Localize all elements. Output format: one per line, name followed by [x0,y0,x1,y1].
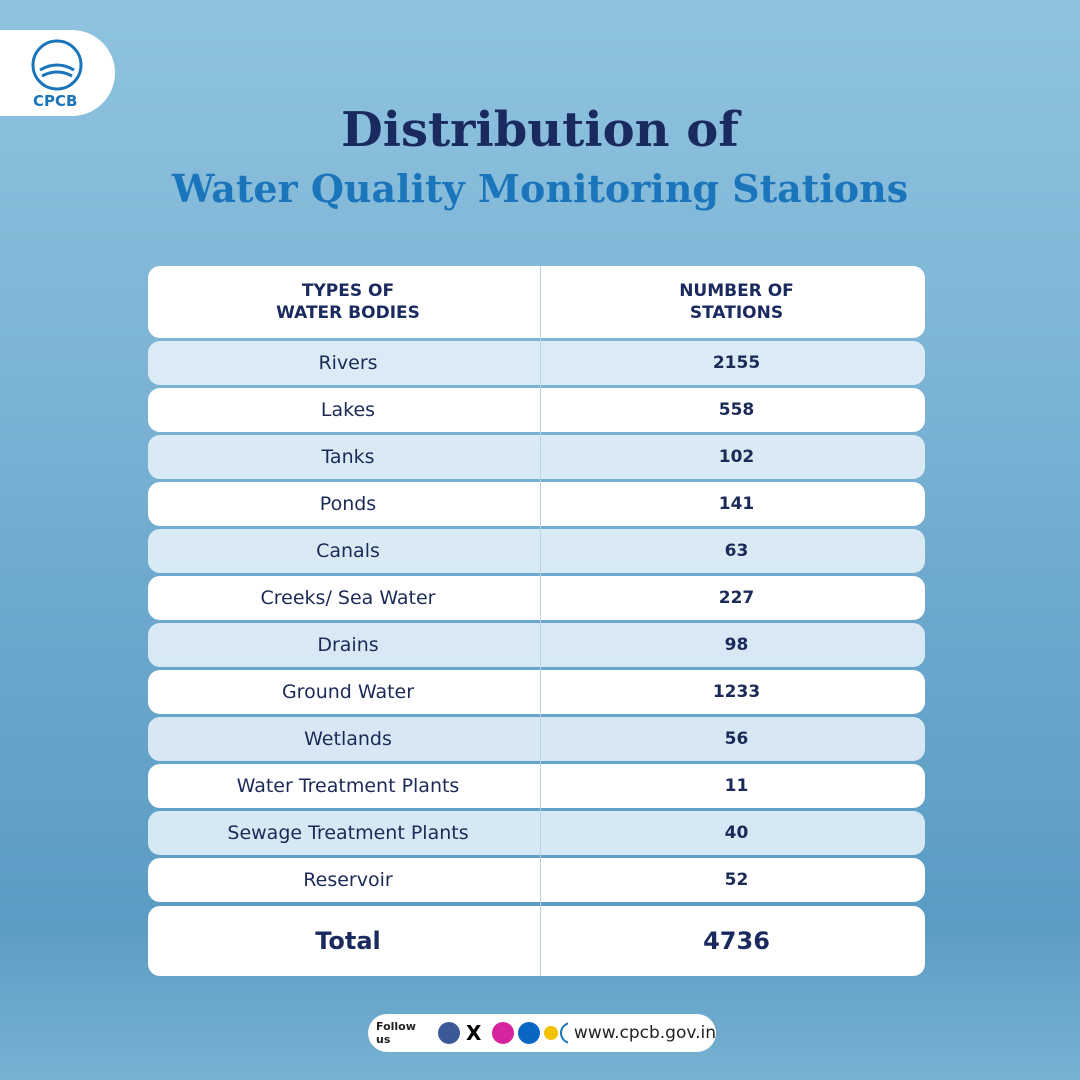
column-divider [540,266,541,976]
svg-text:X: X [466,1021,482,1045]
cell: 56 [724,729,749,749]
table-row: Water Treatment Plants 11 [148,764,925,808]
cell: Sewage Treatment Plants [227,822,469,844]
cell: 52 [724,870,749,890]
cell: 1233 [712,682,761,702]
table-row: Creeks/ Sea Water 227 [148,576,925,620]
cell: TYPES OF WATER BODIES [276,281,420,323]
table-row: Drains 98 [148,623,925,667]
subtitle: Water Quality Monitoring Stations [171,166,909,211]
website: www.cpcb.gov.in [573,1023,716,1043]
cell: Lakes [320,399,376,421]
cell: Rivers [318,352,378,374]
table-row: Reservoir 52 [148,858,925,902]
cell: Tanks [321,446,375,468]
table-row: Lakes 558 [148,388,925,432]
cell: 4736 [703,927,770,955]
total-row: Total 4736 [148,906,925,976]
cell: Reservoir [303,869,393,891]
cell: Creeks/ Sea Water [260,587,436,609]
follow-text: Follow us [376,1020,416,1046]
cell: 2155 [712,353,761,373]
cell: 558 [718,400,755,420]
table-row: Wetlands 56 [148,717,925,761]
logo: CPCB [0,30,115,116]
footer: Follow us X www.cpcb.gov.in [368,1014,716,1052]
cell: Ponds [319,493,377,515]
cell: Canals [316,540,380,562]
cell: Water Treatment Plants [236,775,460,797]
table-row: Ground Water 1233 [148,670,925,714]
cell: 102 [718,447,755,467]
table-row: Sewage Treatment Plants 40 [148,811,925,855]
cell: NUMBER OF STATIONS [679,281,794,323]
cell: 227 [718,588,755,608]
logo-text: CPCB [33,92,78,110]
cell: Total [315,927,381,955]
cell: 141 [718,494,755,514]
table-row: Canals 63 [148,529,925,573]
table-row: Ponds 141 [148,482,925,526]
cell: Wetlands [304,728,392,750]
cell: 63 [724,541,749,561]
table-row: Rivers 2155 [148,341,925,385]
table-row: Tanks 102 [148,435,925,479]
cell: 98 [724,635,749,655]
title: Distribution of [341,102,739,158]
header-row: TYPES OF WATER BODIES NUMBER OF STATIONS [148,266,925,338]
cell: Ground Water [281,681,415,703]
cell: 40 [724,823,749,843]
cell: 11 [724,776,749,796]
social-icons: X [437,1021,568,1045]
cell: Drains [317,634,379,656]
